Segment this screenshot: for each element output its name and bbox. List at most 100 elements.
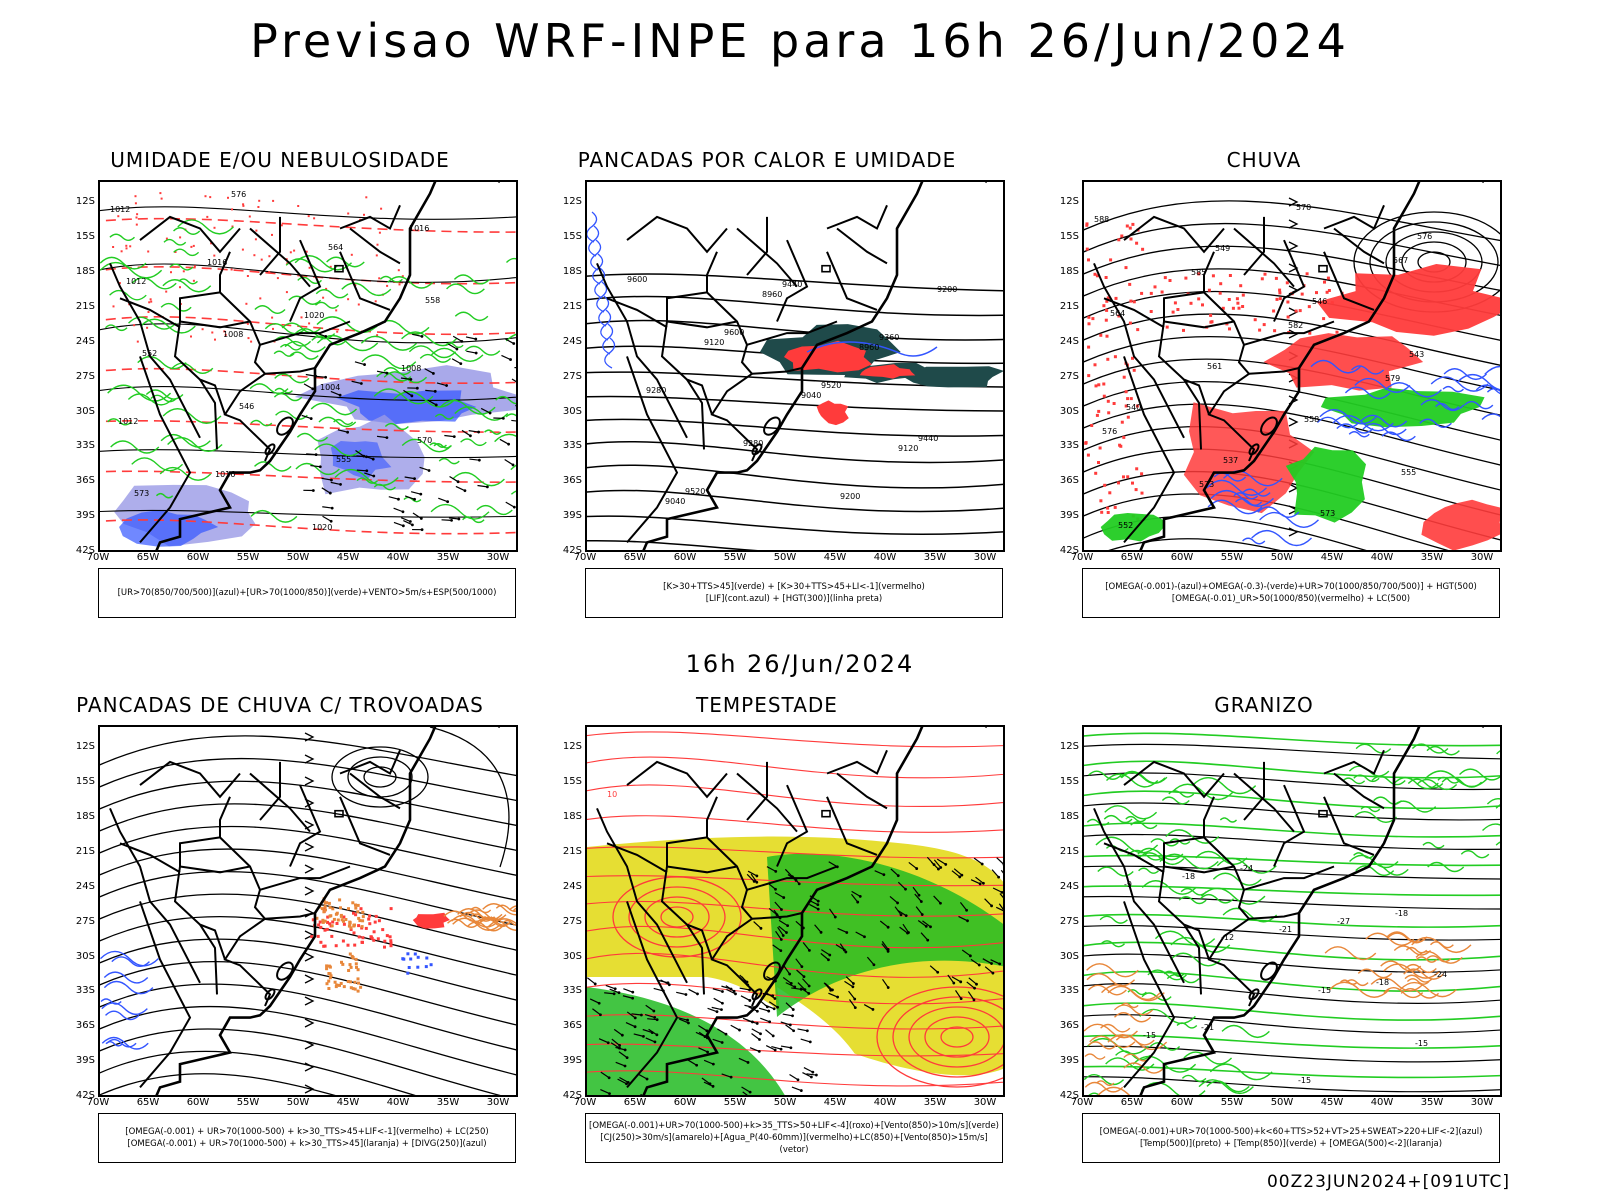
lon-tick-label: 55W bbox=[236, 1097, 260, 1108]
lat-tick-label: 15S bbox=[562, 231, 582, 243]
lat-tick-label: 27S bbox=[562, 915, 582, 927]
lon-tick-label: 30W bbox=[1470, 552, 1494, 563]
contour-label: 1012 bbox=[110, 205, 130, 214]
lon-tick-label: 55W bbox=[723, 552, 747, 563]
lon-tick-label: 35W bbox=[923, 1097, 947, 1108]
contour-label: 573 bbox=[134, 489, 149, 498]
contour-label: 1016 bbox=[409, 224, 429, 233]
contour-label: 585 bbox=[1191, 268, 1206, 277]
lon-tick-label: 45W bbox=[336, 552, 360, 563]
contour-label: -18 bbox=[1395, 909, 1408, 918]
lon-tick-label: 50W bbox=[286, 552, 310, 563]
lat-tick-label: 36S bbox=[75, 475, 95, 487]
lat-tick-label: 27S bbox=[75, 370, 95, 382]
main-title: Previsao WRF-INPE para 16h 26/Jun/2024 bbox=[250, 14, 1350, 68]
lat-tick-label: 39S bbox=[562, 510, 582, 522]
contour-label: -24 bbox=[1434, 970, 1447, 979]
contour-label: 1012 bbox=[126, 277, 146, 286]
contour-label: 558 bbox=[425, 296, 440, 305]
lon-tick-label: 70W bbox=[1070, 552, 1094, 563]
lon-tick-label: 50W bbox=[773, 552, 797, 563]
lon-tick-label: 40W bbox=[873, 552, 897, 563]
lon-tick-label: 60W bbox=[673, 552, 697, 563]
lon-tick-label: 35W bbox=[923, 552, 947, 563]
contour-label: -18 bbox=[1376, 978, 1389, 987]
contour-label: 555 bbox=[1401, 468, 1416, 477]
lat-tick-label: 42S bbox=[562, 545, 582, 556]
map-panel-4: PANCADAS DE CHUVA C/ TROVOADAS 12S 15S 18S 2… bbox=[40, 693, 520, 1195]
lat-tick-label: 33S bbox=[1059, 440, 1079, 452]
legend-line: [CJ(250)>30m/s](amarelo)+[Agua_P(40-60mm… bbox=[600, 1133, 988, 1155]
map-svg: 10 bbox=[587, 727, 1003, 1095]
lon-tick-label: 45W bbox=[823, 1097, 847, 1108]
contour-label: 540 bbox=[1126, 403, 1141, 412]
lat-tick-label: 39S bbox=[1059, 1055, 1079, 1067]
contour-label: 576 bbox=[1102, 427, 1117, 436]
lat-tick-label: 15S bbox=[562, 776, 582, 788]
contour-label: 576 bbox=[231, 190, 246, 199]
panel-title: TEMPESTADE bbox=[696, 693, 838, 717]
lon-tick-label: 55W bbox=[1220, 552, 1244, 563]
contour-label: 1008 bbox=[401, 364, 421, 373]
lon-tick-label: 45W bbox=[1320, 1097, 1344, 1108]
lon-tick-label: 60W bbox=[186, 1097, 210, 1108]
contour-label: -12 bbox=[1221, 933, 1234, 942]
lat-tick-label: 21S bbox=[562, 845, 582, 857]
lat-tick-label: 24S bbox=[1059, 880, 1079, 892]
legend-line: [OMEGA(-0.001)+UR>70(1000-500)+k<60+TTS>… bbox=[1099, 1127, 1483, 1137]
lat-tick-label: 15S bbox=[1059, 776, 1079, 788]
panel-legend: [OMEGA(-0.001) + UR>70(1000-500) + k>30_… bbox=[98, 1113, 516, 1163]
map-panel-2: PANCADAS POR CALOR E UMIDADE 12S 15S 18S 21S… bbox=[527, 148, 1007, 650]
contour-label: 546 bbox=[1312, 297, 1327, 306]
contour-label: 570 bbox=[417, 436, 432, 445]
lat-tick-label: 21S bbox=[75, 300, 95, 312]
contour-label: -15 bbox=[1298, 1076, 1311, 1085]
lon-tick-label: 65W bbox=[623, 1097, 647, 1108]
panel-title: PANCADAS DE CHUVA C/ TROVOADAS bbox=[76, 693, 484, 717]
lon-tick-label: 65W bbox=[136, 552, 160, 563]
contour-label: 9120 bbox=[898, 444, 918, 453]
panel-legend: [OMEGA(-0.001)+UR>70(1000-500)+k<60+TTS>… bbox=[1082, 1113, 1500, 1163]
lat-tick-label: 24S bbox=[562, 335, 582, 347]
lon-tick-label: 45W bbox=[1320, 552, 1344, 563]
map-area bbox=[98, 725, 518, 1097]
lat-tick-label: 18S bbox=[562, 266, 582, 277]
contour-label: 9040 bbox=[801, 391, 821, 400]
model-run-footer: 00Z23JUN2024+[091UTC] bbox=[1266, 1172, 1510, 1192]
lat-tick-label: 12S bbox=[75, 741, 95, 753]
contour-label: 1008 bbox=[223, 330, 243, 339]
lon-tick-label: 30W bbox=[973, 552, 997, 563]
lat-tick-label: 12S bbox=[1059, 741, 1079, 753]
panel-title: GRANIZO bbox=[1214, 693, 1314, 717]
map-svg: 9600 9600 9520 9440 9520 9440 9360 9280 9280 9200… bbox=[587, 182, 1003, 550]
contour-label: -15 bbox=[1318, 986, 1331, 995]
map-svg bbox=[100, 727, 516, 1095]
contour-label: 9440 bbox=[918, 434, 938, 443]
lat-tick-label: 18S bbox=[1059, 811, 1079, 822]
contour-label: 1004 bbox=[320, 383, 340, 392]
lat-tick-label: 39S bbox=[75, 1055, 95, 1067]
lat-tick-label: 24S bbox=[75, 335, 95, 347]
lat-tick-label: 21S bbox=[1059, 300, 1079, 312]
lat-tick-label: 42S bbox=[1059, 545, 1079, 556]
legend-line: [UR>70(850/700/500)](azul)+[UR>70(1000/8… bbox=[117, 588, 497, 598]
lon-tick-label: 35W bbox=[1420, 1097, 1444, 1108]
contour-label: 9280 bbox=[743, 439, 763, 448]
lon-tick-label: 55W bbox=[1220, 1097, 1244, 1108]
lat-tick-label: 21S bbox=[75, 845, 95, 857]
contour-label: 555 bbox=[336, 455, 351, 464]
map-svg: 588 585 582 579 576 573 570 567 564 561 558 555 552 5… bbox=[1084, 182, 1500, 550]
lat-tick-label: 39S bbox=[1059, 510, 1079, 522]
contour-label: 543 bbox=[1409, 350, 1424, 359]
map-panel-3: CHUVA 12S 15S 18S 21S 24S 27S 30S 33S 36S 39S 42S 70… bbox=[1024, 148, 1504, 650]
contour-label: 9600 bbox=[627, 275, 647, 284]
contour-label: 570 bbox=[1296, 203, 1311, 212]
lat-tick-label: 42S bbox=[75, 545, 95, 556]
legend-line: [OMEGA(-0.01)_UR>50(1000/850)(vermelho) … bbox=[1171, 594, 1411, 604]
lat-tick-label: 33S bbox=[75, 985, 95, 997]
map-area: 1012 1016 1020 1008 1012 1016 1020 1016 1012 1008… bbox=[98, 180, 518, 552]
lon-tick-label: 40W bbox=[386, 552, 410, 563]
lat-tick-label: 18S bbox=[75, 266, 95, 277]
lat-tick-label: 36S bbox=[1059, 475, 1079, 487]
contour-label: -18 bbox=[1182, 872, 1195, 881]
